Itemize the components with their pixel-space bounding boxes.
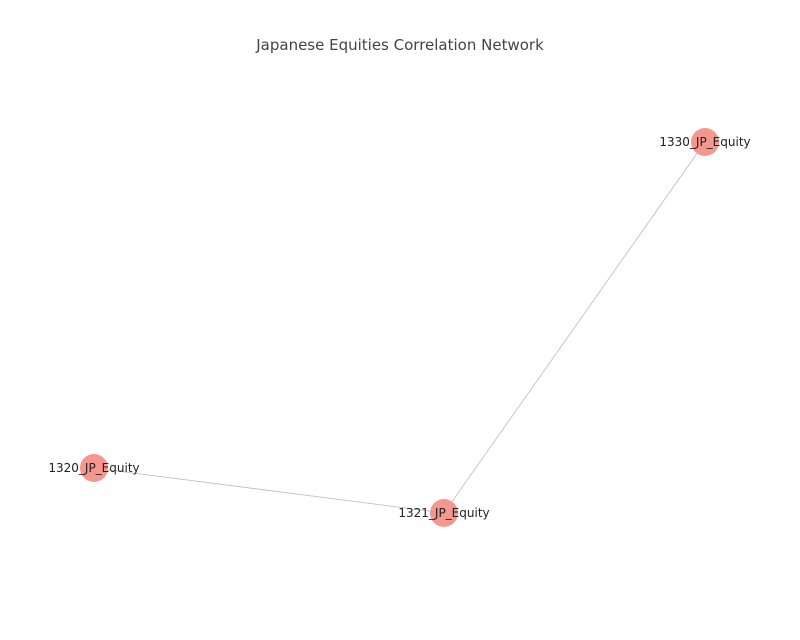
labels-layer: 1330_JP_Equity 1321_JP_Equity 1320_JP_Equi… bbox=[48, 135, 750, 520]
node-label-1321_JP_Equity: 1321_JP_Equity bbox=[398, 506, 489, 520]
edge-1330_JP_Equity-1321_JP_Equity bbox=[443, 141, 706, 514]
edge-1320_JP_Equity-1321_JP_Equity bbox=[93, 467, 445, 514]
node-1320_JP_Equity[interactable] bbox=[80, 454, 108, 482]
node-label-1330_JP_Equity: 1330_JP_Equity bbox=[659, 135, 750, 149]
nodes-layer bbox=[80, 128, 719, 527]
node-1321_JP_Equity[interactable] bbox=[430, 499, 458, 527]
edges-layer bbox=[93, 141, 706, 514]
node-1330_JP_Equity[interactable] bbox=[691, 128, 719, 156]
node-label-1320_JP_Equity: 1320_JP_Equity bbox=[48, 461, 139, 475]
chart-title: Japanese Equities Correlation Network bbox=[255, 36, 544, 54]
